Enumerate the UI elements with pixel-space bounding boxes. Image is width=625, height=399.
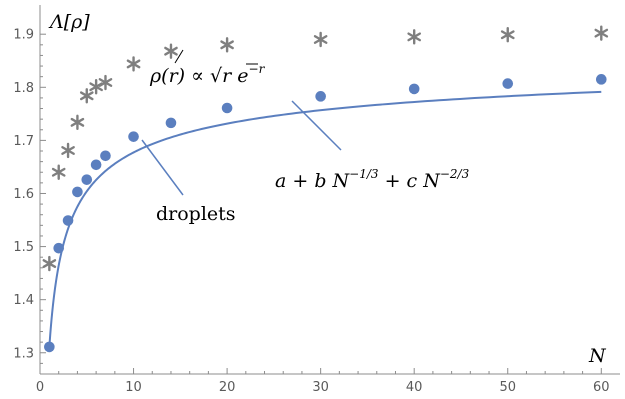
x-tick-label: 50: [499, 380, 516, 395]
fit-formula-base: a + b N: [275, 170, 351, 192]
y-tick-label: 1.7: [13, 134, 34, 149]
droplet-point: [81, 174, 93, 185]
asterisk-point: [220, 37, 234, 53]
asterisk-point: [313, 31, 328, 48]
y-tick-label: 1.3: [13, 346, 34, 361]
asterisk-point: [164, 43, 178, 59]
fit-curve: [48, 90, 602, 347]
x-axis-label: N: [588, 345, 607, 367]
asterisk-stroke: [594, 28, 609, 38]
asterisk-stroke: [98, 78, 113, 87]
density-formula-r: r: [222, 65, 233, 87]
asterisk-stroke: [313, 35, 328, 44]
fit-formula-exp1: −1/3: [349, 167, 379, 181]
asterisk-stroke: [79, 91, 94, 101]
droplet-point: [62, 215, 74, 226]
asterisk-point: [79, 88, 94, 104]
density-formula-exp: −r: [249, 62, 266, 76]
y-tick-label: 1.5: [13, 240, 34, 255]
asterisk-stroke: [70, 117, 85, 127]
asterisk-series: [42, 25, 609, 272]
density-leader-line: [174, 49, 184, 64]
asterisk-stroke: [164, 46, 178, 56]
density-formula-sqrt: √: [210, 65, 223, 87]
droplet-point: [72, 186, 83, 198]
x-tick-label: 20: [219, 380, 236, 395]
asterisk-stroke: [61, 146, 75, 155]
density-formula-lhs: ρ(r) ∝: [149, 65, 210, 87]
asterisk-point: [407, 29, 422, 45]
asterisk-point: [70, 114, 85, 131]
asterisk-point: [500, 27, 515, 43]
x-tick-label: 30: [312, 380, 329, 395]
x-tick-label: 10: [125, 380, 142, 395]
droplet-point: [90, 159, 102, 171]
asterisk-point: [42, 255, 57, 272]
droplets-label: droplets: [156, 203, 236, 225]
droplet-point: [595, 74, 607, 85]
density-formula-label: ρ(r) ∝ √r e−r: [149, 62, 266, 87]
y-tick-label: 1.8: [13, 81, 34, 96]
droplet-point: [53, 242, 65, 254]
x-tick-label: 40: [406, 380, 423, 395]
y-tick-label: 1.9: [13, 28, 34, 43]
asterisk-point: [51, 164, 66, 180]
asterisk-stroke: [126, 59, 141, 69]
tick-labels: 0 10 20 30 40 50 60 1.3 1.4 1.5 1.6 1.7 1.8 1.9: [13, 28, 609, 395]
asterisk-point: [98, 74, 113, 91]
droplet-point: [100, 150, 111, 162]
droplets-leader-line: [141, 139, 184, 196]
x-tick-label: 60: [593, 380, 610, 395]
asterisk-stroke: [89, 82, 103, 92]
fit-formula-exp2: −2/3: [440, 167, 470, 181]
droplet-point: [408, 83, 420, 95]
droplet-series: [44, 74, 607, 353]
asterisk-stroke: [220, 40, 234, 50]
tick-marks: [39, 33, 602, 375]
asterisk-point: [126, 56, 141, 72]
asterisk-point: [594, 25, 609, 41]
droplet-point: [502, 78, 514, 89]
asterisk-stroke: [407, 32, 422, 42]
asterisk-stroke: [500, 30, 515, 40]
asterisk-stroke: [51, 167, 66, 177]
y-tick-label: 1.4: [13, 293, 34, 308]
fit-formula-mid: + c N: [379, 170, 442, 192]
y-axis-label: Λ[ρ]: [48, 11, 90, 33]
droplet-point: [44, 341, 55, 353]
density-formula-e: e: [231, 65, 248, 87]
droplet-point: [165, 117, 177, 129]
asterisk-point: [61, 142, 75, 159]
x-tick-label: 0: [36, 380, 44, 395]
droplet-point: [128, 131, 139, 142]
fit-leader-line: [291, 100, 342, 151]
y-tick-label: 1.6: [13, 187, 34, 202]
asterisk-stroke: [42, 259, 57, 269]
fit-formula-label: a + b N−1/3 + c N−2/3: [275, 167, 470, 192]
droplet-point: [221, 102, 233, 114]
droplet-point: [315, 91, 326, 102]
